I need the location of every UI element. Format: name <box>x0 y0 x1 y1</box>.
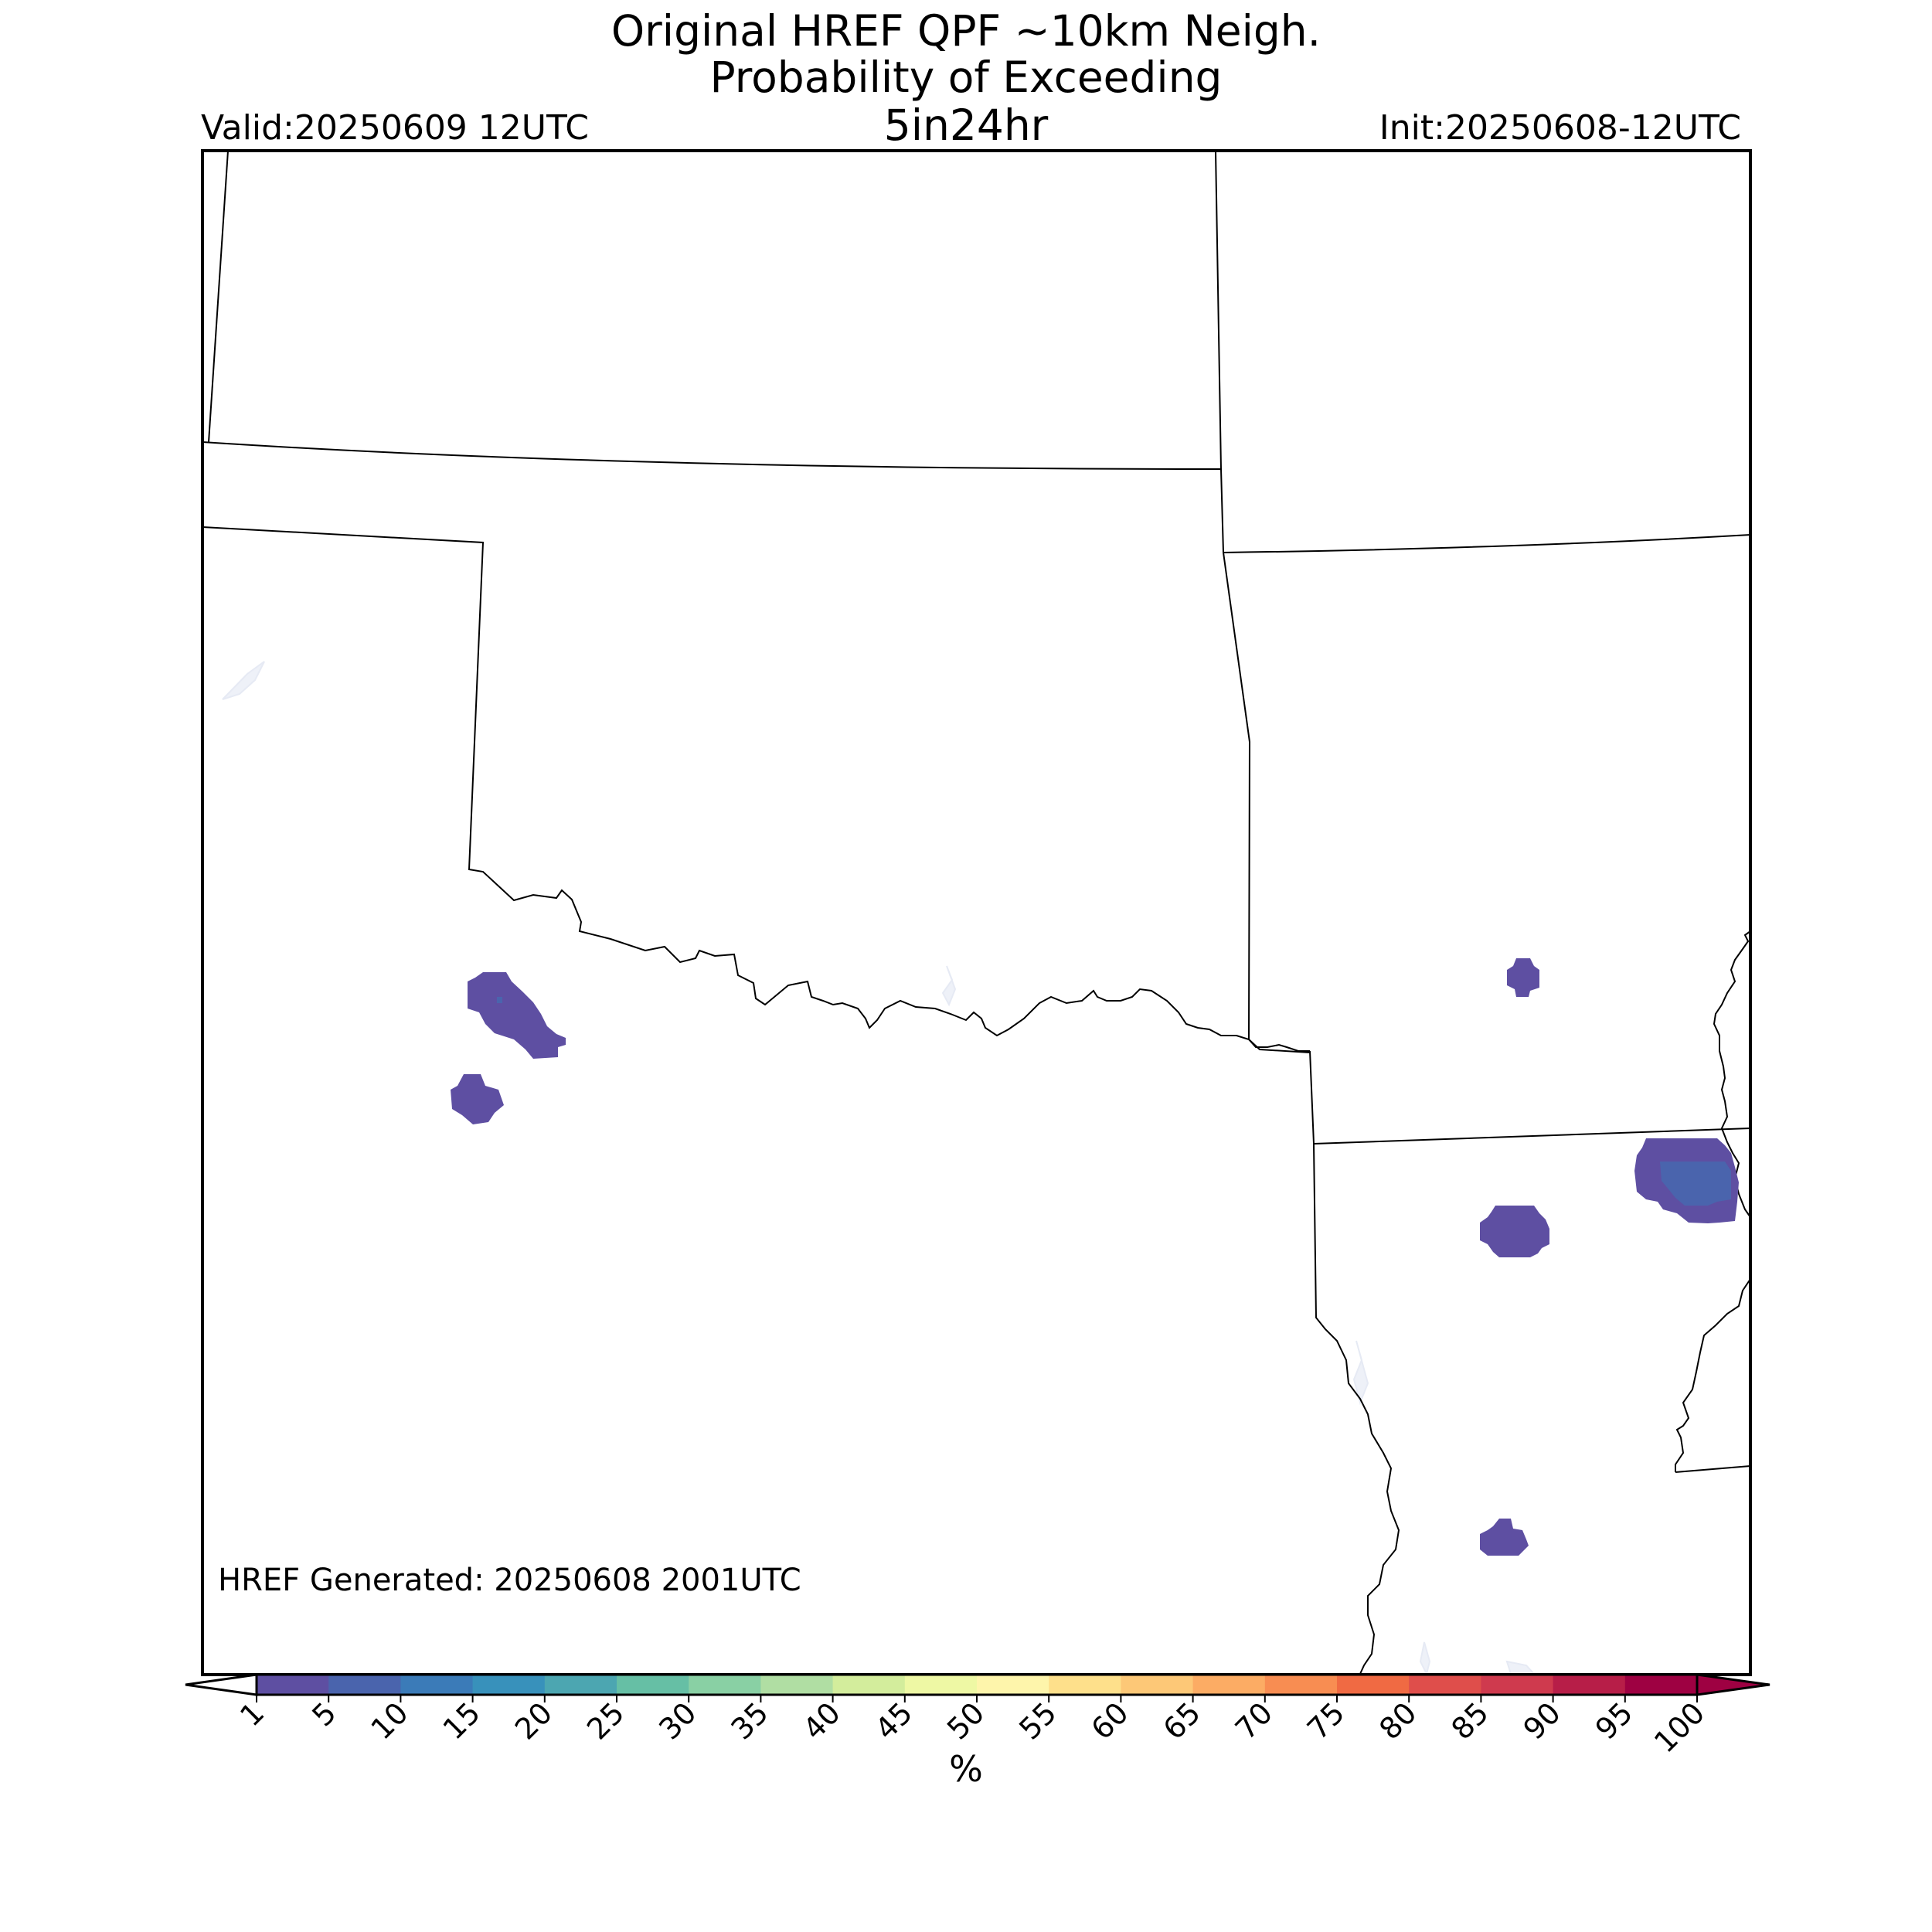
colorbar-tick-label: 95 <box>1589 1696 1639 1746</box>
colorbar-tick-label: 80 <box>1372 1696 1423 1746</box>
lake-3 <box>1352 1340 1369 1406</box>
state-borders <box>202 150 1751 1675</box>
probability-areas <box>451 958 1739 1556</box>
colorbar-segment <box>1121 1675 1194 1695</box>
colorbar-tick-label: 30 <box>652 1696 702 1746</box>
border-tx-la-sabine <box>1309 1050 1400 1675</box>
colorbar-tick-label: 25 <box>580 1696 631 1746</box>
generated-label: HREF Generated: 20250608 2001UTC <box>218 1563 801 1598</box>
colorbar-segment <box>1337 1675 1410 1695</box>
colorbar-segment <box>1192 1675 1266 1695</box>
colorbar-segment <box>1409 1675 1481 1695</box>
border-ar-mo <box>1313 1128 1751 1145</box>
colorbar-segment <box>832 1675 906 1695</box>
prob-area-mo-south <box>1507 958 1539 997</box>
colorbar-segment <box>472 1675 546 1695</box>
prob-area-ar-central <box>1480 1206 1549 1257</box>
colorbar-segment <box>977 1675 1049 1695</box>
valid-time-label: Valid:20250609 12UTC <box>201 108 590 148</box>
colorbar-unit-label: % <box>949 1748 983 1790</box>
colorbar-tick-label: 15 <box>437 1696 487 1746</box>
colorbar-tick-label: 20 <box>509 1696 559 1746</box>
colorbar-tick-label: 45 <box>869 1696 919 1746</box>
colorbar-segment <box>328 1675 401 1695</box>
border-ks-ne <box>202 441 1222 470</box>
colorbar-segment <box>1624 1675 1698 1695</box>
map-panel <box>202 151 1750 1675</box>
colorbar-tick-label: 50 <box>940 1696 991 1746</box>
prob-area-tx-panhandle <box>451 1074 504 1124</box>
colorbar-segment <box>1264 1675 1338 1695</box>
colorbar-segment <box>1481 1675 1554 1695</box>
colorbar-extend-max <box>1696 1673 1770 1696</box>
colorbar-segment <box>904 1675 978 1695</box>
colorbar-extend-min <box>185 1673 258 1696</box>
prob-area-ar-east-core <box>1660 1162 1731 1206</box>
colorbar-segment <box>760 1675 834 1695</box>
border-co-ne-west <box>208 150 229 443</box>
colorbar-tick-label: 85 <box>1444 1696 1495 1746</box>
colorbar-tick-label: 10 <box>364 1696 414 1746</box>
prob-area-ok-panhandle-north <box>468 972 566 1059</box>
colorbar-segment <box>400 1675 474 1695</box>
border-mo-ia <box>1223 534 1751 553</box>
colorbar-tick-label: 5 <box>305 1696 342 1733</box>
colorbar-tick-label: 90 <box>1517 1696 1567 1746</box>
colorbar-tick-label: 75 <box>1301 1696 1351 1746</box>
colorbar: 1 5 10 15 20 25 30 35 40 45 50 55 60 65 70 75 80 85 90 95 10… <box>185 1673 1770 1760</box>
border-ok-ar-corner <box>1248 1039 1311 1053</box>
border-mississippi-upper <box>1713 930 1751 1218</box>
lake-1 <box>222 661 265 700</box>
border-mississippi-lower <box>1675 1278 1751 1472</box>
colorbar-tick-label: 60 <box>1084 1696 1134 1746</box>
colorbar-segment <box>257 1675 329 1695</box>
colorbar-tick-label: 35 <box>724 1696 774 1746</box>
colorbar-segment <box>544 1675 617 1695</box>
title-line-3: 5in24hr <box>883 100 1049 150</box>
border-ar-la <box>1675 1465 1751 1473</box>
colorbar-segment <box>617 1675 689 1695</box>
colorbar-tick-label: 1 <box>233 1696 270 1733</box>
colorbar-tick-label: 55 <box>1012 1696 1063 1746</box>
init-time-label: Init:20250608-12UTC <box>1379 108 1741 148</box>
title-line-1: Original HREF QPF ~10km Neigh. <box>611 6 1321 56</box>
title-line-2: Probability of Exceeding <box>709 53 1223 102</box>
lake-2 <box>941 965 957 1007</box>
colorbar-segment <box>1049 1675 1121 1695</box>
border-ok-tx-red-river <box>202 526 1310 1052</box>
prob-area-ok-panhandle-core <box>497 997 502 1003</box>
colorbar-segment <box>689 1675 761 1695</box>
colorbar-tick-label: 65 <box>1157 1696 1207 1746</box>
colorbar-tick-label: 40 <box>797 1696 847 1746</box>
prob-area-la-north <box>1480 1519 1529 1556</box>
colorbar-segment <box>1553 1675 1626 1695</box>
colorbar-tick-label: 70 <box>1229 1696 1279 1746</box>
